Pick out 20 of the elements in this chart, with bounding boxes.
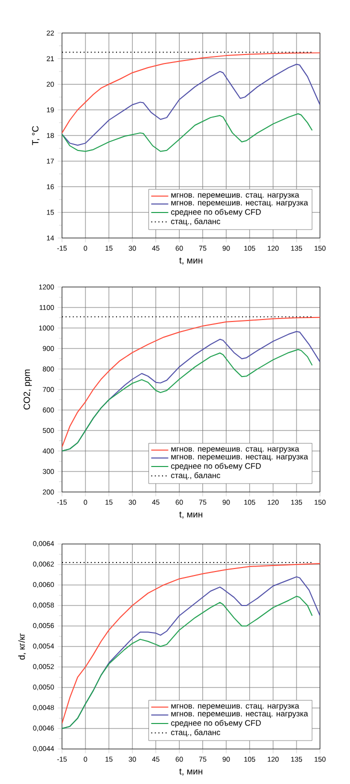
legend-label: стац., баланс [171, 472, 220, 480]
line-series [62, 596, 313, 729]
legend-label: мгнов. перемешив. нестац. нагрузка [171, 455, 308, 462]
legend-label: мгнов. перемешив. нестац. нагрузка [171, 712, 308, 718]
legend-label: стац., баланс [171, 729, 220, 737]
legend-label: мгнов. перемешив. стац. нагрузка [171, 193, 300, 200]
y-axis-title: T, °C [32, 126, 40, 146]
legend-label: среднее по объему CFD [171, 208, 261, 216]
y-axis-title: CO2, ppm [24, 370, 32, 410]
legend-label: стац., баланс [171, 218, 220, 226]
line-series [62, 113, 313, 152]
x-axis-title: t, мин [179, 768, 202, 776]
legend-label: среднее по объему CFD [171, 720, 261, 728]
legend-label: мгнов. перемешив. стац. нагрузка [171, 447, 300, 454]
x-axis-title: t, мин [179, 512, 202, 519]
legend-label: мгнов. перемешив. стац. нагрузка [171, 704, 300, 710]
legend-label: мгнов. перемешив. нестац. нагрузка [171, 201, 308, 208]
y-axis-title: d, кг/кг [18, 633, 26, 660]
legend-label: среднее по объему CFD [171, 462, 261, 470]
x-axis-title: t, мин [179, 258, 202, 265]
